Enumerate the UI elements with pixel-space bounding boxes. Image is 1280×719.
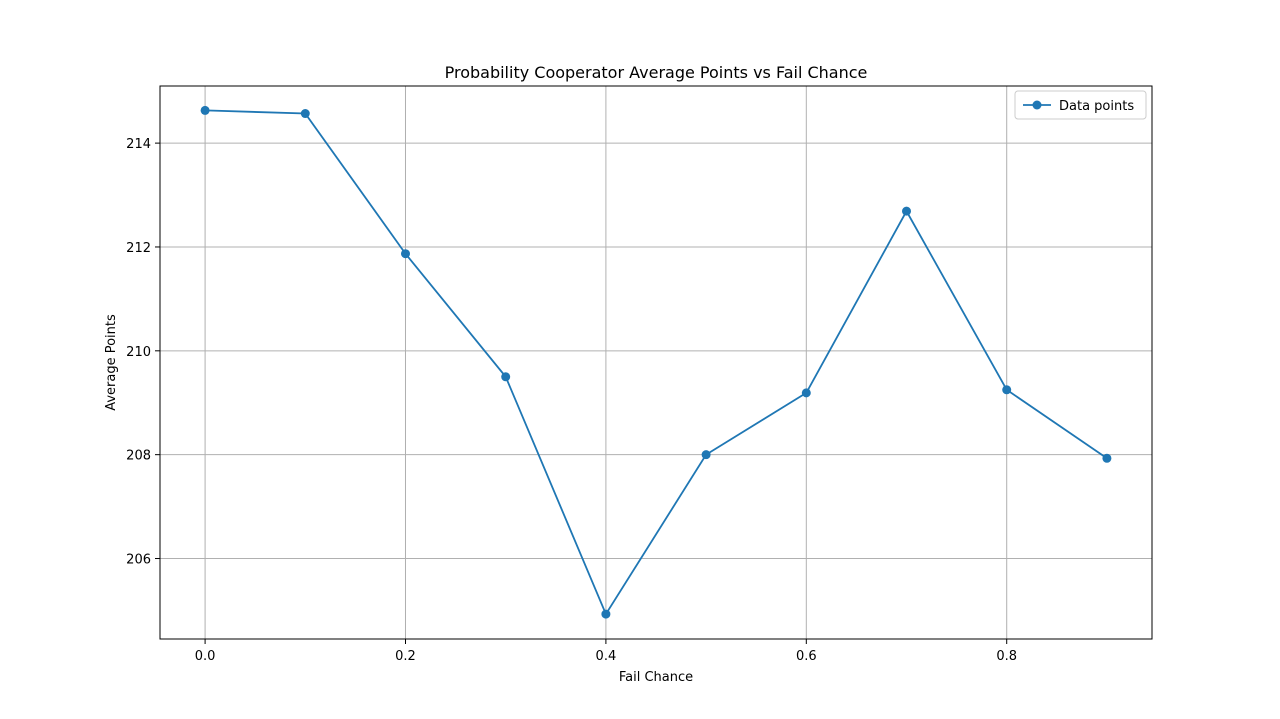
data-point bbox=[400, 249, 410, 259]
y-tick-label: 208 bbox=[126, 449, 151, 464]
chart-title: Probability Cooperator Average Points vs… bbox=[445, 63, 868, 82]
legend: Data points bbox=[1014, 90, 1147, 120]
x-tick-label: 0.0 bbox=[195, 649, 216, 664]
legend-entry-label: Data points bbox=[1059, 99, 1134, 114]
series-group bbox=[200, 105, 1112, 619]
y-tick-label: 206 bbox=[126, 553, 151, 568]
y-tick-label: 212 bbox=[126, 241, 151, 256]
data-point bbox=[1102, 453, 1112, 463]
x-tick-label: 0.2 bbox=[395, 649, 416, 664]
data-point bbox=[200, 105, 210, 115]
data-point bbox=[601, 609, 611, 619]
x-tick-label: 0.4 bbox=[596, 649, 617, 664]
data-point bbox=[902, 206, 912, 216]
y-axis-label: Average Points bbox=[104, 314, 119, 411]
x-tick-label: 0.6 bbox=[796, 649, 817, 664]
data-point bbox=[501, 372, 511, 382]
x-axis-label: Fail Chance bbox=[619, 670, 693, 685]
plot-area-frame bbox=[159, 85, 1153, 640]
data-point bbox=[701, 450, 711, 460]
x-tick-label: 0.8 bbox=[996, 649, 1017, 664]
y-tick-label: 214 bbox=[126, 137, 151, 152]
data-point bbox=[801, 388, 811, 398]
series-line bbox=[205, 109, 1108, 617]
grid-lines bbox=[160, 86, 1152, 639]
y-tick-label: 210 bbox=[126, 345, 151, 360]
legend-box bbox=[1014, 90, 1147, 120]
y-axis-ticks: 206 208 210 212 214 bbox=[126, 137, 160, 568]
data-point bbox=[1002, 385, 1012, 395]
x-axis-ticks: 0.0 0.2 0.4 0.6 0.8 bbox=[195, 639, 1017, 664]
legend-marker bbox=[1032, 100, 1042, 110]
data-point bbox=[300, 109, 310, 119]
